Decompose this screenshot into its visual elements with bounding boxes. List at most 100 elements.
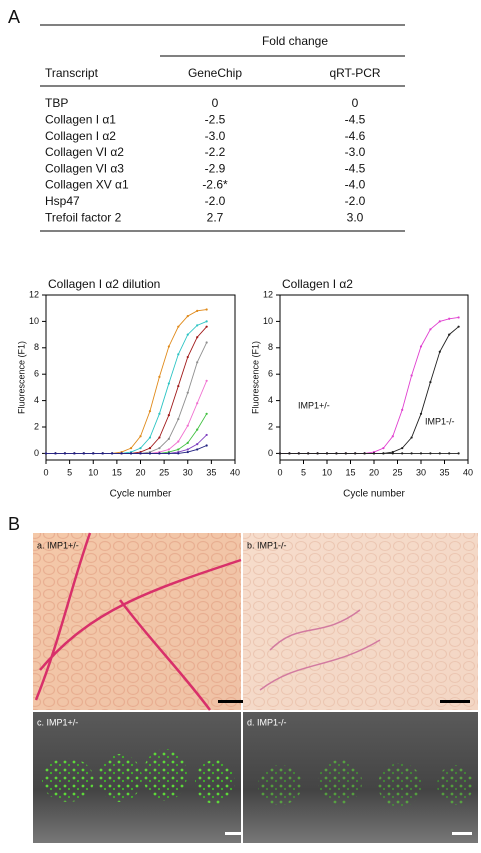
data-point <box>120 452 123 455</box>
data-point <box>363 452 366 455</box>
table-cell: Collagen VI α2 <box>45 145 124 159</box>
data-point <box>325 452 329 455</box>
column-header: qRT-PCR <box>329 66 380 80</box>
data-point <box>410 436 413 439</box>
x-tick-label: 15 <box>345 467 355 477</box>
y-tick-label: 0 <box>268 448 273 458</box>
panel-label: A <box>8 7 20 27</box>
table-cell: -4.5 <box>345 112 366 126</box>
table-cell: Hsp47 <box>45 194 80 208</box>
data-point <box>186 441 189 444</box>
table-cell: 2.7 <box>207 210 224 224</box>
data-point <box>391 452 394 455</box>
data-point <box>354 452 357 455</box>
table-cell: -3.0 <box>205 129 226 143</box>
x-axis-label: Cycle number <box>110 489 172 500</box>
data-point <box>186 391 189 394</box>
data-point <box>177 440 180 443</box>
table-cell: 0 <box>352 96 359 110</box>
data-point <box>196 361 199 364</box>
data-point <box>101 452 104 455</box>
series-line <box>46 445 207 454</box>
y-tick-label: 10 <box>263 316 273 326</box>
column-header: Transcript <box>45 66 99 80</box>
x-tick-label: 40 <box>463 467 473 477</box>
data-point <box>288 452 291 455</box>
chart-title: Collagen I α2 dilution <box>48 277 160 291</box>
data-point <box>148 410 152 413</box>
data-point <box>177 325 180 328</box>
table-cell: Collagen VI α3 <box>45 161 124 175</box>
data-point <box>177 452 180 455</box>
y-tick-label: 12 <box>29 289 39 299</box>
y-tick-label: 10 <box>29 316 39 326</box>
data-point <box>205 433 208 437</box>
data-point <box>429 381 432 384</box>
data-point <box>167 382 170 385</box>
data-point <box>186 424 189 427</box>
table-cell: Collagen I α1 <box>45 112 116 126</box>
series-line <box>46 380 208 454</box>
data-point <box>457 452 460 455</box>
data-point <box>401 408 404 411</box>
data-point <box>344 452 347 455</box>
column-header: GeneChip <box>188 66 242 80</box>
x-tick-label: 40 <box>230 467 240 477</box>
series-line <box>46 342 208 454</box>
data-point <box>158 452 161 455</box>
x-axis-label: Cycle number <box>343 489 405 500</box>
scale-bar <box>440 700 470 703</box>
data-point <box>177 448 180 451</box>
data-point <box>448 452 451 455</box>
table-header: Fold change <box>262 34 328 48</box>
annotation: IMP1+/- <box>298 400 330 410</box>
data-point <box>139 435 142 438</box>
data-point <box>419 345 423 348</box>
data-point <box>307 452 310 455</box>
x-tick-label: 5 <box>67 467 72 477</box>
data-point <box>73 452 76 455</box>
data-point <box>186 355 189 359</box>
y-tick-label: 4 <box>268 395 273 405</box>
data-point <box>205 320 208 323</box>
y-tick-label: 8 <box>268 342 273 352</box>
data-point <box>167 345 170 348</box>
table-cell: 3.0 <box>347 210 364 224</box>
data-point <box>158 412 161 415</box>
data-point <box>129 447 133 450</box>
x-tick-label: 5 <box>301 467 306 477</box>
y-tick-label: 2 <box>34 421 39 431</box>
data-point <box>401 447 404 450</box>
data-point <box>372 452 376 455</box>
data-point <box>148 452 152 455</box>
data-point <box>167 448 170 451</box>
micrograph-label: a. IMP1+/- <box>37 540 79 550</box>
data-point <box>316 452 319 455</box>
data-point <box>419 412 423 415</box>
x-tick-label: 30 <box>183 467 193 477</box>
data-point <box>419 452 423 455</box>
data-point <box>63 452 66 455</box>
data-point <box>139 447 142 450</box>
data-point <box>205 379 208 382</box>
data-point <box>429 328 432 331</box>
data-point <box>186 315 189 318</box>
table-cell: -4.6 <box>345 129 366 143</box>
data-point <box>139 452 142 455</box>
data-point <box>54 452 57 455</box>
data-point <box>438 320 441 323</box>
table-cell: Collagen XV α1 <box>45 178 129 192</box>
data-point <box>177 417 180 421</box>
table-cell: -2.2 <box>205 145 226 159</box>
data-point <box>129 452 133 455</box>
data-point <box>205 308 208 311</box>
series-line <box>280 326 459 454</box>
data-point <box>382 452 385 455</box>
y-tick-label: 0 <box>34 448 39 458</box>
y-tick-label: 12 <box>263 289 273 299</box>
data-point <box>44 452 48 455</box>
data-point <box>401 452 404 455</box>
data-point <box>457 325 460 328</box>
data-point <box>111 452 114 455</box>
x-tick-label: 10 <box>88 467 98 477</box>
